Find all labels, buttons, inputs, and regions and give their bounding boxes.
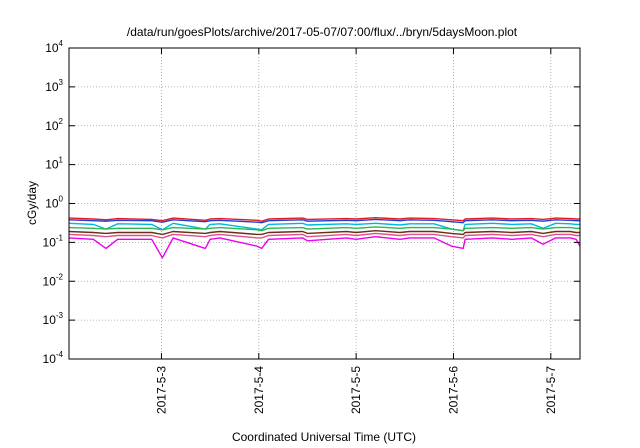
y-tick-base: 10 bbox=[43, 274, 57, 288]
y-tick-label: 10-3 bbox=[43, 311, 64, 327]
x-tick-label: 2017-5-5 bbox=[349, 366, 363, 414]
series-line-5 bbox=[68, 229, 580, 236]
x-axis: 2017-5-3 2017-5-4 2017-5-5 2017-5-6 2017-5-7 bbox=[154, 48, 558, 414]
y-tick-base: 10 bbox=[43, 235, 57, 249]
y-tick-exponent: 3 bbox=[59, 78, 64, 87]
series-line-2 bbox=[68, 218, 580, 224]
grid bbox=[69, 48, 580, 359]
series-line-6 bbox=[68, 232, 580, 239]
y-tick-base: 10 bbox=[45, 158, 59, 172]
y-tick-base: 10 bbox=[43, 313, 57, 327]
x-tick-label: 2017-5-6 bbox=[446, 366, 460, 414]
y-tick-base: 10 bbox=[43, 352, 57, 366]
y-tick-label: 104 bbox=[45, 39, 63, 55]
y-tick-label: 102 bbox=[45, 117, 63, 133]
x-tick-label: 2017-5-4 bbox=[252, 366, 266, 414]
series-line-7 bbox=[68, 235, 581, 259]
y-tick-exponent: 1 bbox=[59, 156, 64, 165]
y-tick-exponent: -1 bbox=[56, 233, 64, 242]
x-tick-label: 2017-5-7 bbox=[544, 366, 558, 414]
x-tick-label: 2017-5-3 bbox=[154, 366, 168, 414]
y-tick-base: 10 bbox=[45, 197, 59, 211]
y-tick-exponent: -3 bbox=[56, 311, 64, 320]
y-tick-exponent: 2 bbox=[59, 117, 64, 126]
series-line-1 bbox=[68, 216, 580, 222]
y-tick-label: 100 bbox=[45, 195, 63, 211]
y-tick-label: 10-2 bbox=[43, 272, 64, 288]
chart-title: /data/run/goesPlots/archive/2017-05-07/0… bbox=[127, 25, 518, 39]
y-tick-base: 10 bbox=[45, 119, 59, 133]
y-tick-label: 103 bbox=[45, 78, 63, 94]
y-tick-base: 10 bbox=[45, 80, 59, 94]
series-line-3 bbox=[68, 222, 580, 232]
y-tick-exponent: 0 bbox=[59, 195, 64, 204]
y-tick-exponent: 4 bbox=[59, 39, 64, 48]
y-tick-label: 10-1 bbox=[43, 233, 64, 249]
y-tick-exponent: -2 bbox=[56, 272, 64, 281]
y-tick-label: 10-4 bbox=[43, 350, 64, 366]
y-axis-label: cGy/day bbox=[25, 181, 39, 225]
series-line-4 bbox=[68, 226, 580, 232]
y-tick-exponent: -4 bbox=[56, 350, 64, 359]
y-tick-label: 101 bbox=[45, 156, 63, 172]
y-tick-base: 10 bbox=[45, 41, 59, 55]
x-axis-label: Coordinated Universal Time (UTC) bbox=[232, 430, 416, 444]
series-layer bbox=[68, 216, 581, 259]
